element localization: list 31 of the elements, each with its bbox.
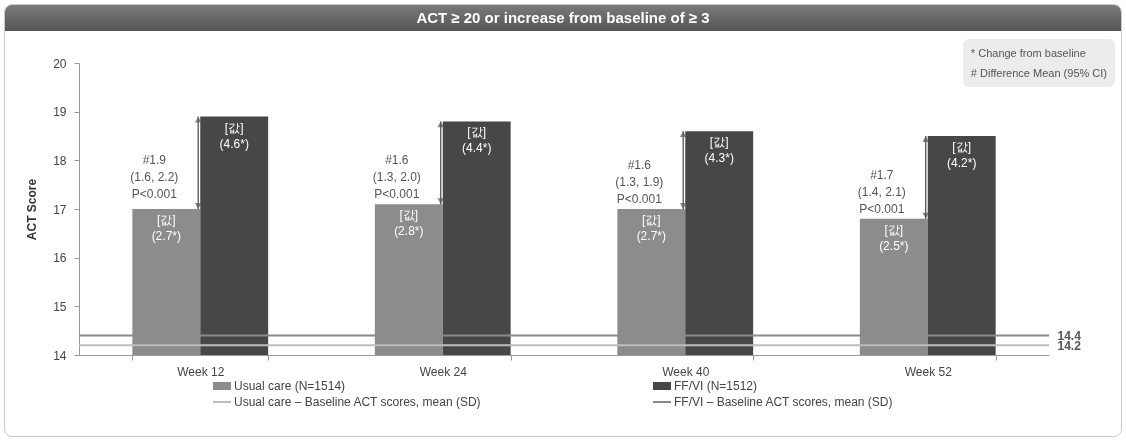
legend-label: FF/VI – Baseline ACT scores, mean (SD): [674, 395, 893, 409]
y-tick-label: 15: [53, 299, 67, 314]
annotation: [값] (4.2*): [947, 140, 977, 170]
x-tick-label: Week 12: [177, 364, 225, 379]
y-tick-label: 17: [53, 202, 67, 217]
x-tick-label: Week 52: [904, 364, 953, 379]
y-tick-label: 20: [53, 56, 67, 71]
x-tick-label: Week 24: [419, 364, 468, 379]
legend-label: Usual care (N=1514): [234, 379, 346, 393]
y-tick-label: 16: [53, 251, 67, 266]
chart-title: ACT ≥ 20 or increase from baseline of ≥ 3: [5, 5, 1121, 31]
annotation: #1.9 (1.6, 2.2) P<0.001: [130, 153, 179, 202]
legend-label: Usual care – Baseline ACT scores, mean (SD): [234, 395, 481, 409]
text: * Change from baseline: [970, 46, 1087, 61]
annotation: #1.7 (1.4, 2.1) P<0.001: [857, 167, 906, 216]
annotation: [값] (4.4*): [462, 125, 492, 156]
annotation: [값] (4.6*): [219, 120, 249, 151]
y-tick-label: 18: [53, 153, 67, 168]
y-tick-label: 19: [53, 105, 67, 120]
y-axis-title: ACT Score: [25, 178, 40, 241]
annotation: #1.6 (1.3, 1.9) P<0.001: [615, 158, 664, 207]
annotation: # Difference Mean (95% CI): [970, 66, 1107, 81]
legend-label: FF/VI (N=1512): [674, 379, 758, 393]
annotation: [값] (2.7*): [151, 213, 181, 243]
annotation: [값] (2.8*): [394, 208, 424, 239]
annotation: #1.6 (1.3, 2.0) P<0.001: [372, 153, 421, 202]
annotation: [값] (2.5*): [879, 222, 909, 253]
annotation: [값] (4.3*): [704, 135, 734, 166]
annotation: [값] (2.7*): [636, 213, 666, 243]
x-tick-label: Week 40: [662, 364, 710, 379]
y-tick-label: 14: [53, 348, 67, 363]
